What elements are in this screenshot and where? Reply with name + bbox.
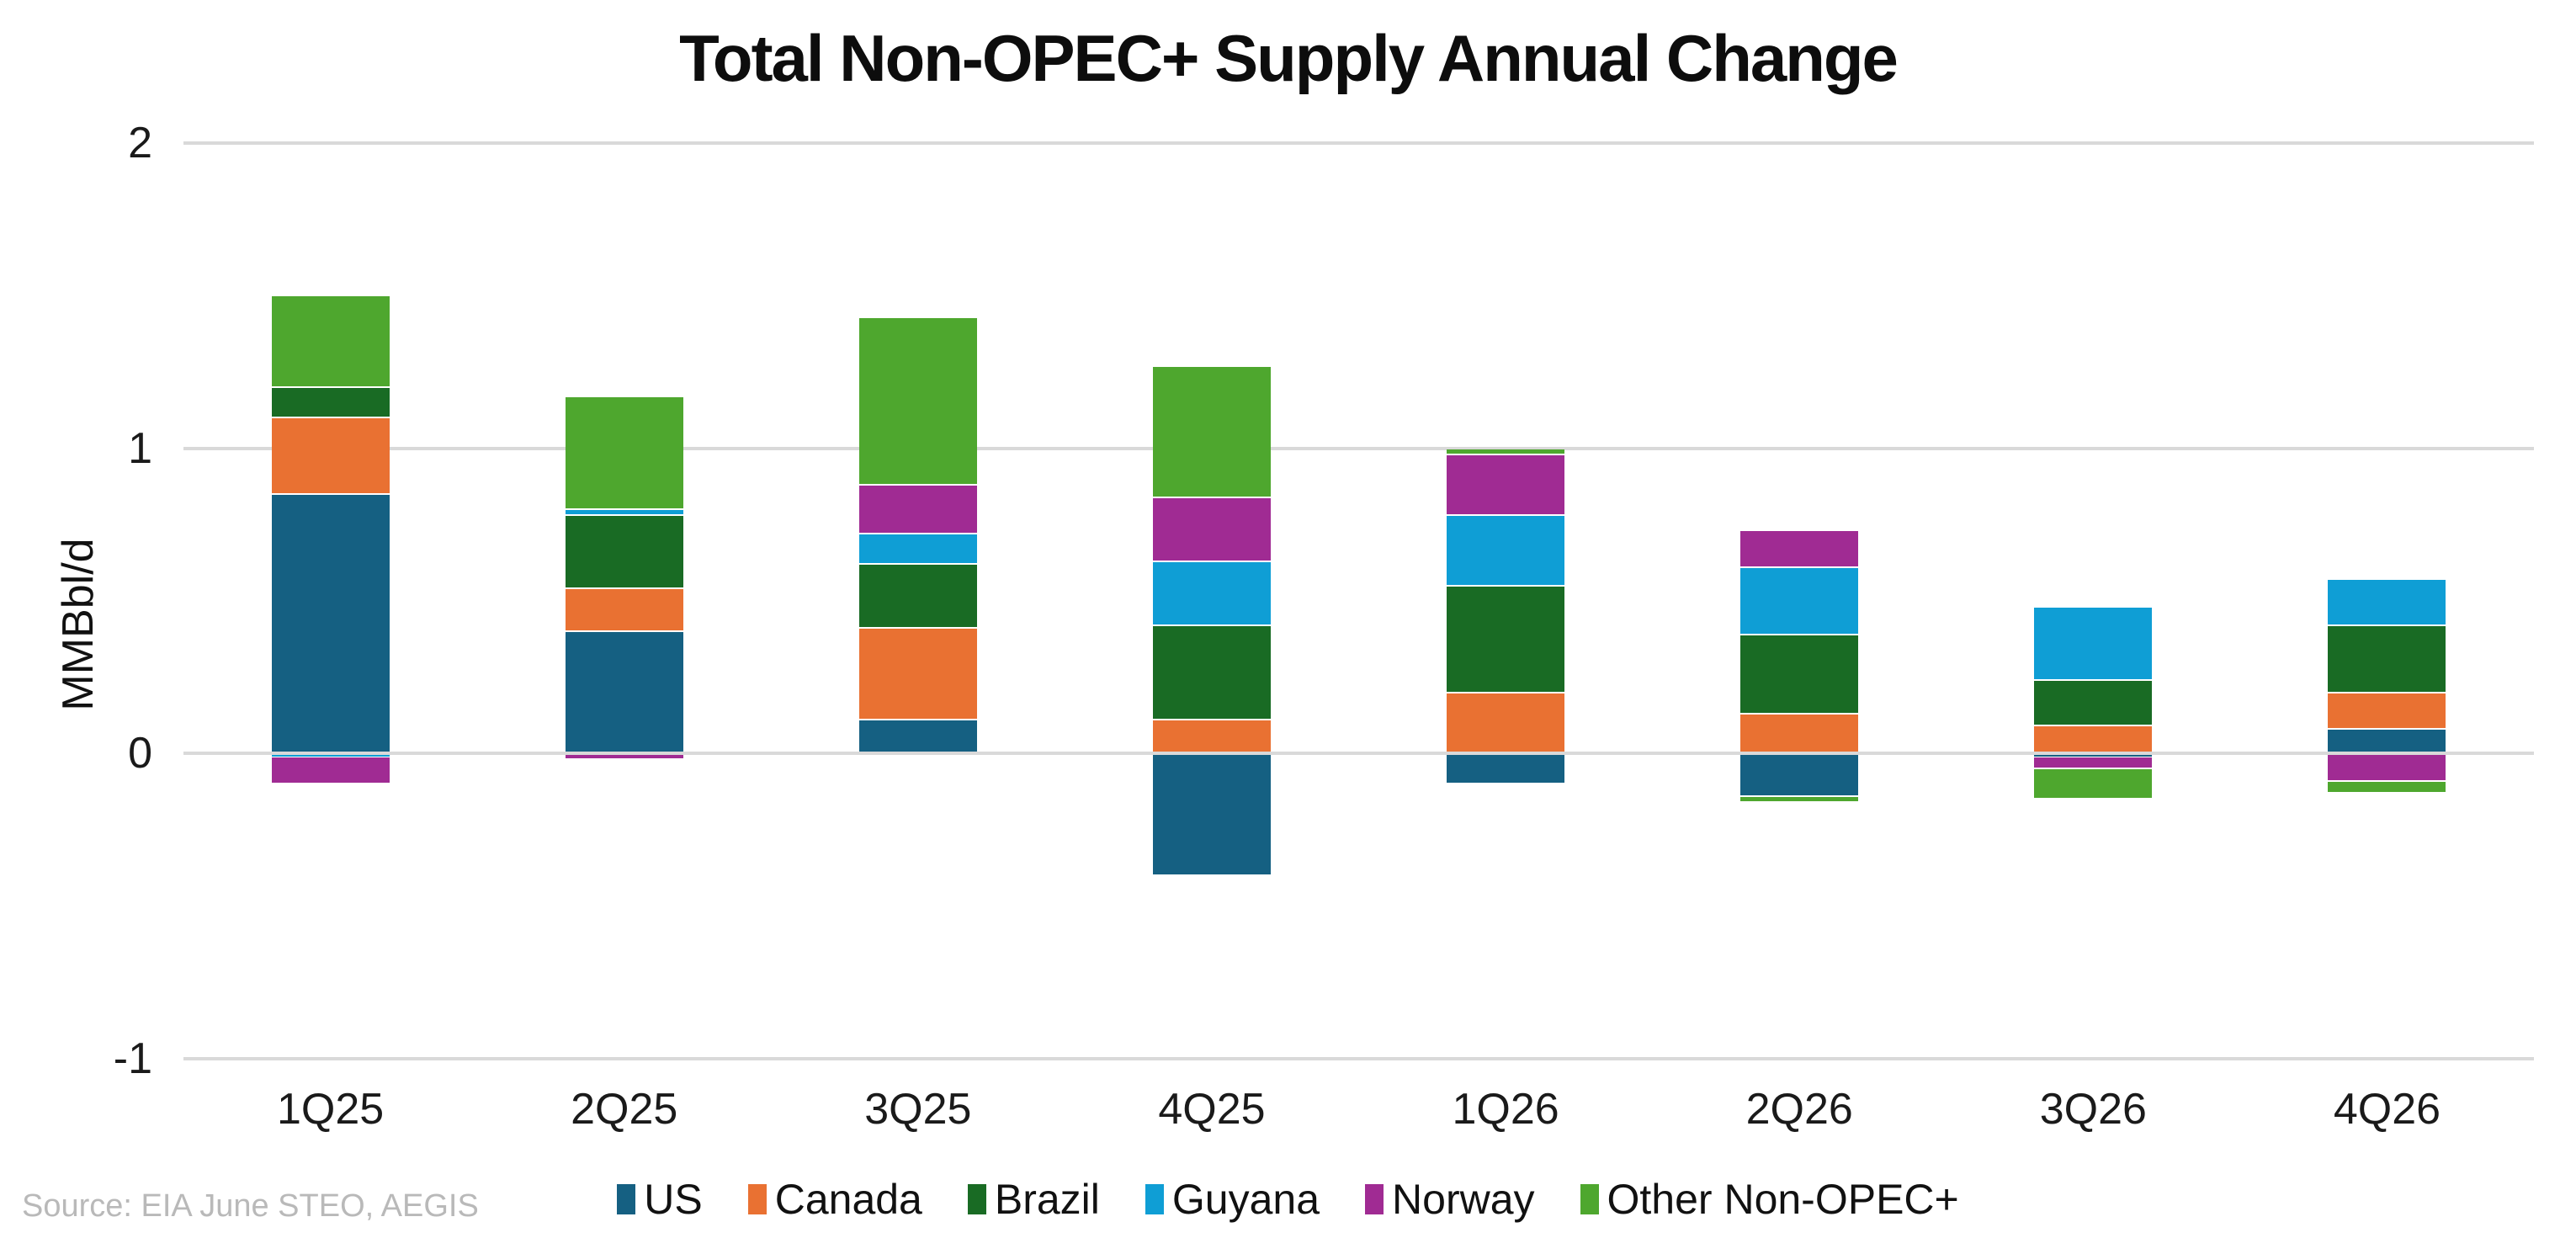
- bar-segment-norway: [565, 754, 683, 759]
- y-tick-label: -1: [113, 1033, 152, 1083]
- gridline: [183, 1056, 2534, 1060]
- x-tick-label: 4Q25: [1158, 1085, 1266, 1134]
- bar-segment-other-non-opec: [2328, 781, 2446, 793]
- x-tick-label: 2Q25: [571, 1085, 678, 1134]
- legend-swatch: [1580, 1184, 1599, 1214]
- legend-swatch: [1365, 1184, 1384, 1214]
- y-axis-title: MMBbl/d: [54, 538, 103, 711]
- bar-segment-us: [1447, 754, 1565, 784]
- bar-segment-guyana: [2034, 608, 2153, 679]
- bar-segment-us: [858, 720, 977, 752]
- bar-segment-other-non-opec: [1447, 449, 1565, 454]
- legend-item-label: Brazil: [994, 1176, 1100, 1223]
- bar-segment-norway: [858, 486, 977, 533]
- zero-gridline: [183, 752, 2534, 755]
- legend-swatch: [1145, 1184, 1164, 1214]
- bar-segment-us: [565, 632, 683, 752]
- bar-segment-other-non-opec: [565, 396, 683, 508]
- plot-area: 1Q25 2Q25 3Q25 4Q25 1Q26 2Q26 3Q26 4Q26: [183, 141, 2534, 1134]
- bar-segment-guyana: [858, 534, 977, 564]
- bar-segment-brazil: [271, 388, 390, 417]
- legend-swatch: [747, 1184, 767, 1214]
- legend-item-label: US: [644, 1176, 703, 1223]
- bar-segment-norway: [2328, 754, 2446, 780]
- bar-segment-norway: [2034, 757, 2153, 768]
- bar-segment-guyana: [1740, 567, 1859, 634]
- bar-segment-us: [1740, 754, 1859, 795]
- bar-segment-brazil: [565, 516, 683, 588]
- y-tick-label: 2: [128, 119, 152, 167]
- legend-swatch: [967, 1184, 986, 1214]
- bar-segment-guyana: [1447, 516, 1565, 585]
- legend-item: Other Non-OPEC+: [1580, 1175, 1959, 1224]
- bar-segment-canada: [858, 629, 977, 720]
- gridline: [183, 141, 2534, 145]
- bar-segment-norway: [1447, 454, 1565, 515]
- gridline: [183, 446, 2534, 450]
- bar-segment-norway: [271, 757, 390, 784]
- bar-segment-guyana: [565, 510, 683, 515]
- bar-segment-us: [1152, 754, 1271, 874]
- legend-item: US: [617, 1175, 703, 1224]
- legend-item: Brazil: [967, 1175, 1100, 1224]
- x-tick-label: 3Q25: [864, 1085, 972, 1134]
- bar-segment-brazil: [1740, 635, 1859, 713]
- bar-segment-us: [271, 494, 390, 752]
- bar-segment-other-non-opec: [271, 296, 390, 386]
- legend-swatch: [617, 1184, 636, 1214]
- bar-segment-canada: [565, 589, 683, 630]
- bar-segment-norway: [1152, 497, 1271, 561]
- x-tick-label: 4Q26: [2333, 1085, 2441, 1134]
- bar-segment-other-non-opec: [2034, 769, 2153, 799]
- legend-item: Norway: [1365, 1175, 1535, 1224]
- bar-segment-canada: [1152, 720, 1271, 752]
- legend-item-label: Guyana: [1171, 1176, 1320, 1223]
- x-tick-label: 1Q26: [1452, 1085, 1559, 1134]
- legend: US Canada Brazil Guyana Norway Other Non-OPEC…: [0, 1175, 2576, 1224]
- source-note: Source: EIA June STEO, AEGIS: [22, 1188, 479, 1224]
- bar-segment-brazil: [1152, 625, 1271, 720]
- bar-segment-canada: [271, 418, 390, 493]
- y-tick-label: 0: [128, 729, 152, 778]
- bar-segment-canada: [2328, 693, 2446, 728]
- x-tick-label: 3Q26: [2039, 1085, 2147, 1134]
- bar-segment-guyana: [1152, 561, 1271, 624]
- legend-item-label: Other Non-OPEC+: [1607, 1176, 1959, 1223]
- bar-segment-canada: [2034, 726, 2153, 752]
- bar-segment-brazil: [2328, 625, 2446, 692]
- bar-segment-norway: [1740, 531, 1859, 566]
- legend-item: Guyana: [1145, 1175, 1320, 1224]
- legend-item-label: Canada: [774, 1176, 922, 1223]
- bar-segment-guyana: [2328, 580, 2446, 624]
- bar-segment-other-non-opec: [1152, 366, 1271, 497]
- x-tick-label: 2Q26: [1745, 1085, 1853, 1134]
- bar-segment-us: [2328, 730, 2446, 752]
- bar-segment-other-non-opec: [858, 317, 977, 484]
- legend-item: Canada: [747, 1175, 922, 1224]
- bar-segment-brazil: [858, 565, 977, 628]
- y-tick-label: 1: [128, 423, 152, 473]
- bar-segment-brazil: [1447, 586, 1565, 692]
- bar-segment-canada: [1447, 693, 1565, 752]
- x-tick-label: 1Q25: [276, 1085, 385, 1134]
- bar-segment-canada: [1740, 714, 1859, 752]
- bar-segment-brazil: [2034, 681, 2153, 725]
- bar-segment-other-non-opec: [1740, 796, 1859, 801]
- chart-title: Total Non-OPEC+ Supply Annual Change: [679, 21, 1899, 95]
- legend-item-label: Norway: [1392, 1176, 1535, 1223]
